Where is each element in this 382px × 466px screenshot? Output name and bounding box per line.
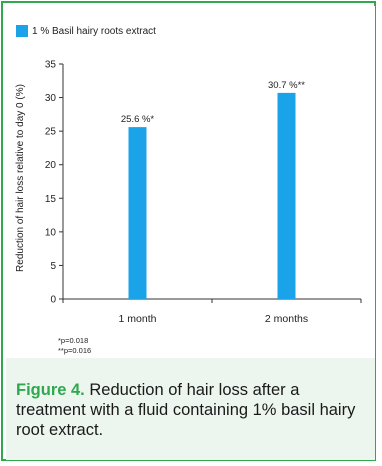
legend-swatch [16,25,28,37]
y-tick-label: 10 [45,227,57,238]
caption-panel: Figure 4. Reduction of hair loss after a… [6,358,375,460]
y-tick-label: 5 [50,261,56,272]
y-tick-label: 0 [50,295,56,306]
legend-label: 1 % Basil hairy roots extract [32,25,156,37]
x-tick-label: 1 month [119,313,157,325]
y-tick-label: 30 [45,93,57,104]
figure-caption: Figure 4. Reduction of hair loss after a… [16,380,366,440]
y-axis-label: Reduction of hair loss relative to day 0… [15,84,26,272]
legend: 1 % Basil hairy roots extract [16,24,156,38]
footnote-p1: *p=0.018 [58,336,89,345]
y-tick-label: 25 [45,127,57,138]
bar [128,127,147,299]
figure-label: Figure 4. [16,381,85,399]
x-tick-label: 2 months [265,313,308,325]
footnote-p2: **p=0.016 [58,346,92,355]
figure-frame: 1 % Basil hairy roots extract 0 5 10 15 20 25… [1,1,376,461]
y-tick-label: 35 [45,60,57,71]
caption-text: Reduction of hair loss after a treatment… [16,381,356,439]
y-tick-label: 20 [45,160,57,171]
chart-panel: 1 % Basil hairy roots extract 0 5 10 15 20 25… [6,6,375,358]
bar-chart: 0 5 10 15 20 25 30 35 25.6 %* 1 month 30.7 %** 2 m… [15,60,362,325]
bar [277,92,296,299]
y-tick-label: 15 [45,194,57,205]
bar-data-label: 25.6 %* [121,114,155,125]
bar-data-label: 30.7 %** [268,80,305,91]
